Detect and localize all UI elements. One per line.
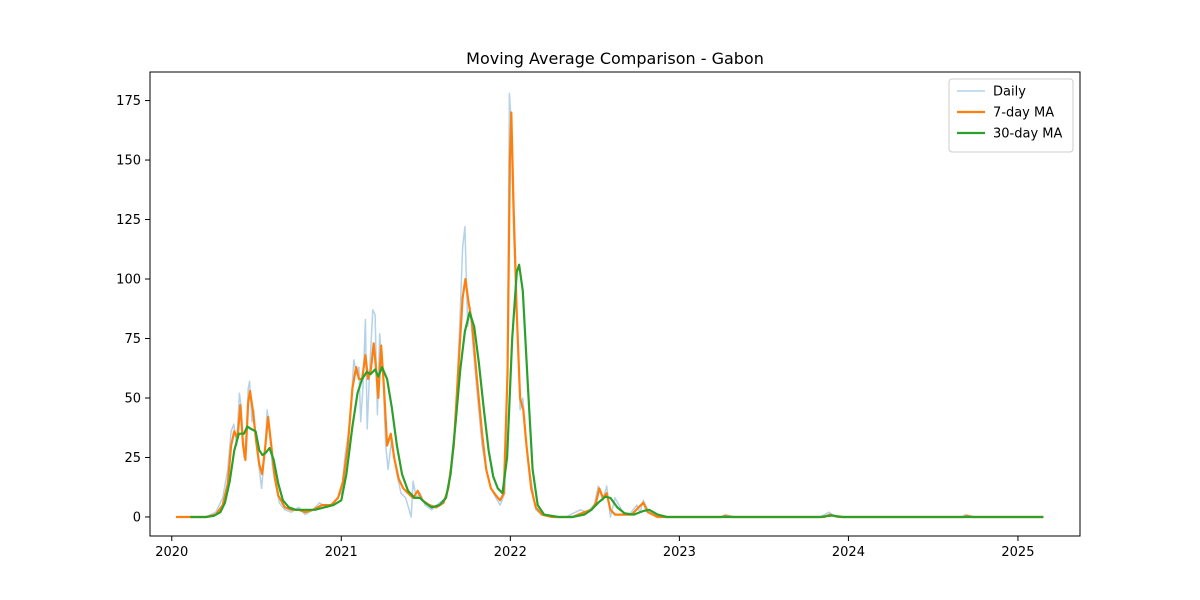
series-layer	[175, 92, 1044, 519]
legend-label: 7-day MA	[993, 106, 1054, 121]
y-tick-label: 25	[124, 451, 141, 466]
y-tick-label: 125	[116, 213, 141, 228]
y-tick-label: 150	[116, 154, 141, 169]
y-tick-label: 100	[116, 273, 141, 288]
y-tick-label: 175	[116, 94, 141, 109]
series-line-daily	[175, 92, 1044, 518]
x-tick-label: 2024	[832, 545, 865, 560]
plot-frame	[149, 71, 1081, 537]
chart-title: Moving Average Comparison - Gabon	[466, 49, 764, 68]
legend-label: 30-day MA	[993, 127, 1062, 142]
x-tick-label: 2023	[663, 545, 696, 560]
series-line-7-day-ma	[175, 111, 1044, 519]
y-tick-label: 75	[124, 332, 141, 347]
legend-label: Daily	[993, 85, 1026, 100]
series-line-30-day-ma	[190, 263, 1044, 519]
y-axis: 0 25 50 75 100 125 150 175	[116, 94, 150, 525]
x-tick-label: 2025	[1001, 545, 1034, 560]
x-axis: 2020 2021 2022 2023 2024 2025	[155, 536, 1034, 560]
legend: Daily 7-day MA 30-day MA	[948, 78, 1074, 153]
y-tick-label: 50	[124, 391, 141, 406]
y-tick-label: 0	[133, 510, 141, 525]
x-tick-label: 2021	[325, 545, 358, 560]
x-tick-label: 2020	[155, 545, 188, 560]
x-tick-label: 2022	[494, 545, 527, 560]
